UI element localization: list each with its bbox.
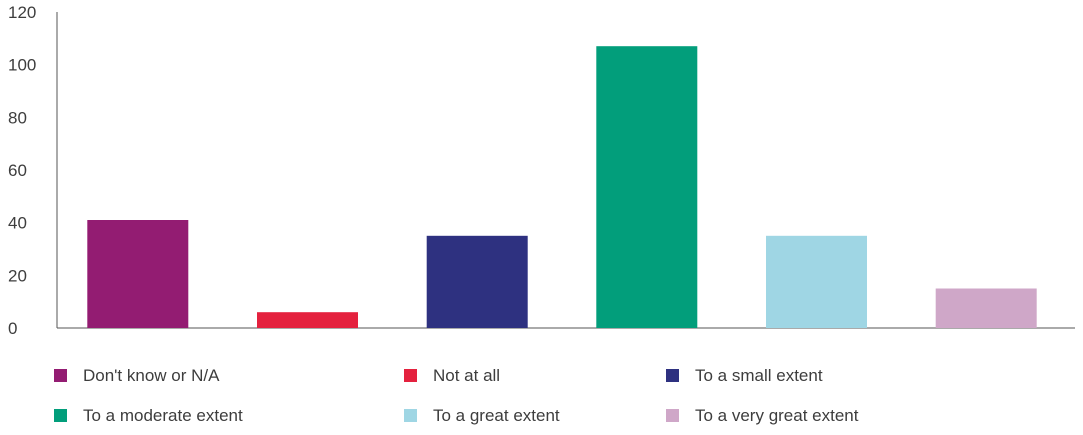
legend-item: To a great extent <box>404 406 560 425</box>
legend-item: To a moderate extent <box>54 406 243 425</box>
legend-swatch <box>54 369 67 382</box>
legend-swatch <box>404 369 417 382</box>
bar <box>596 46 698 328</box>
y-tick-label: 40 <box>8 214 27 233</box>
legend-item: To a very great extent <box>666 406 859 425</box>
bar <box>87 220 189 328</box>
legend-swatch <box>666 369 679 382</box>
y-tick-label: 120 <box>8 3 36 22</box>
bars <box>87 46 1037 328</box>
bar <box>426 235 528 328</box>
legend-label: To a very great extent <box>695 406 859 425</box>
legend-swatch <box>666 409 679 422</box>
legend-item: Not at all <box>404 366 500 385</box>
legend-swatch <box>404 409 417 422</box>
y-tick-label: 20 <box>8 266 27 285</box>
legend-item: To a small extent <box>666 366 823 385</box>
legend: Don't know or N/A Not at all To a small ex… <box>54 366 859 425</box>
legend-label: Not at all <box>433 366 500 385</box>
y-tick-label: 100 <box>8 56 36 75</box>
y-tick-label: 0 <box>8 319 17 338</box>
bar <box>935 288 1037 328</box>
y-tick-labels: 0 20 40 60 80 100 120 <box>8 3 36 338</box>
legend-label: Don't know or N/A <box>83 366 220 385</box>
y-tick-label: 60 <box>8 161 27 180</box>
bar <box>257 312 358 328</box>
legend-label: To a moderate extent <box>83 406 243 425</box>
legend-swatch <box>54 409 67 422</box>
y-tick-label: 80 <box>8 108 27 127</box>
bar <box>766 235 867 328</box>
legend-item: Don't know or N/A <box>54 366 220 385</box>
legend-label: To a small extent <box>695 366 823 385</box>
legend-label: To a great extent <box>433 406 560 425</box>
